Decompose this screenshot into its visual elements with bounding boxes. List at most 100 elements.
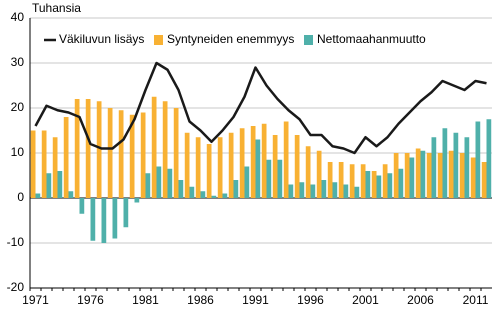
bar <box>145 173 151 198</box>
bar <box>140 112 146 198</box>
bar <box>294 135 300 198</box>
bar <box>189 186 195 198</box>
bar <box>90 198 96 241</box>
bar <box>343 184 349 198</box>
bar <box>74 99 80 198</box>
y-tick-label: 20 <box>11 100 25 114</box>
x-tick-label: 2011 <box>463 293 489 307</box>
bar <box>41 130 47 198</box>
bar <box>233 180 239 198</box>
bar <box>156 166 162 198</box>
bar <box>431 137 437 198</box>
bar <box>30 130 36 198</box>
bar <box>442 128 448 198</box>
bar <box>222 193 228 198</box>
bar <box>35 193 41 198</box>
y-axis-label: Tuhansia <box>32 1 81 15</box>
bar <box>261 123 267 198</box>
bar <box>283 121 289 198</box>
bar <box>195 137 201 198</box>
bar <box>211 195 217 198</box>
bar <box>118 110 124 198</box>
bar <box>200 191 206 198</box>
bar <box>481 162 487 198</box>
bar <box>327 162 333 198</box>
bar <box>123 198 129 228</box>
bar <box>46 173 52 198</box>
bar <box>288 184 294 198</box>
bar <box>85 99 91 198</box>
bar <box>398 168 404 198</box>
bar <box>272 135 278 198</box>
bar <box>178 180 184 198</box>
bar <box>382 164 388 198</box>
bar <box>184 132 190 198</box>
x-tick-label: 1971 <box>22 293 49 307</box>
x-tick-label: 1986 <box>187 293 214 307</box>
bar <box>255 139 261 198</box>
bar <box>448 150 454 198</box>
y-tick-label: -10 <box>7 235 25 249</box>
bar <box>360 164 366 198</box>
bar <box>217 137 223 198</box>
bar <box>107 108 113 198</box>
bar <box>316 150 322 198</box>
bar <box>79 198 85 214</box>
bar <box>371 171 377 198</box>
y-tick-label: 0 <box>17 190 24 204</box>
bar <box>244 166 250 198</box>
bar <box>266 159 272 198</box>
bar <box>376 175 382 198</box>
x-tick-label: 1996 <box>297 293 324 307</box>
bar <box>310 184 316 198</box>
bar <box>321 180 327 198</box>
bar <box>415 148 421 198</box>
bar <box>387 173 393 198</box>
bar <box>332 182 338 198</box>
x-tick-label: 2006 <box>407 293 434 307</box>
bar <box>101 198 107 243</box>
bar <box>338 162 344 198</box>
bar <box>486 119 492 198</box>
bar <box>206 144 212 198</box>
legend-swatch <box>154 35 163 45</box>
x-tick-label: 2001 <box>352 293 379 307</box>
bar <box>250 126 256 198</box>
bar <box>459 153 465 198</box>
bar <box>365 171 371 198</box>
x-tick-label: 1981 <box>132 293 159 307</box>
y-tick-label: -20 <box>7 280 25 294</box>
x-tick-label: 1991 <box>242 293 269 307</box>
bar <box>112 198 118 239</box>
bar <box>437 153 443 198</box>
y-tick-label: 40 <box>11 10 25 24</box>
legend-label: Syntyneiden enemmyys <box>167 32 294 46</box>
bar <box>277 159 283 198</box>
bar <box>134 198 140 203</box>
bar <box>96 101 102 198</box>
bar <box>426 153 432 198</box>
bar <box>151 96 157 198</box>
bar <box>63 117 69 198</box>
bar <box>167 168 173 198</box>
bar <box>68 191 74 198</box>
bar <box>470 157 476 198</box>
x-tick-label: 1976 <box>77 293 104 307</box>
bar <box>349 164 355 198</box>
y-tick-label: 10 <box>11 145 25 159</box>
y-tick-label: 30 <box>11 55 25 69</box>
bar <box>239 128 245 198</box>
line <box>34 61 487 155</box>
bar <box>228 132 234 198</box>
bar <box>305 146 311 198</box>
legend-label: Väkiluvun lisäys <box>59 32 144 46</box>
bar <box>173 108 179 198</box>
legend-label: Nettomaahanmuutto <box>317 32 426 46</box>
bar <box>420 150 426 198</box>
bar <box>162 101 168 198</box>
bar <box>354 186 360 198</box>
bar <box>393 153 399 198</box>
bar <box>129 114 135 198</box>
bar <box>453 132 459 198</box>
